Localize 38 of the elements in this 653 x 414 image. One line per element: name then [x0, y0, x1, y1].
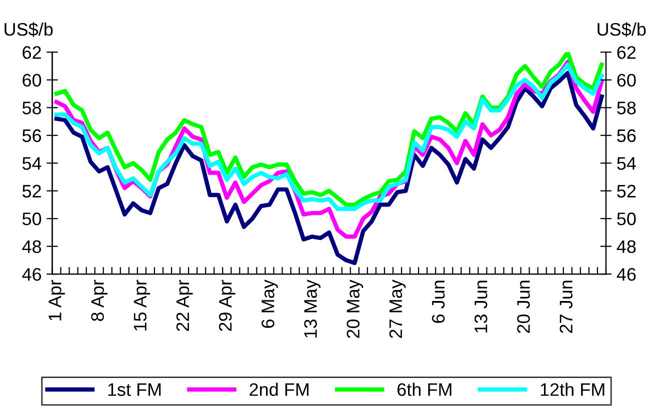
- legend-label: 1st FM: [108, 383, 161, 396]
- y-tick-label: 52: [22, 184, 41, 198]
- x-tick-label: 20 Jun: [517, 280, 530, 333]
- legend-label: 6th FM: [398, 382, 452, 396]
- y2-tick-label: 56: [617, 129, 636, 142]
- legend-label: 12th FM: [540, 382, 604, 396]
- y-tick-label: 62: [22, 46, 41, 59]
- x-tick-label: 22 Apr: [176, 280, 193, 331]
- x-tick-label: 8 Apr: [91, 280, 108, 321]
- y-tick-label: 54: [22, 157, 42, 170]
- y-tick-label: 48: [22, 240, 42, 254]
- y2-tick-label: 48: [616, 240, 636, 254]
- x-tick-label: 13 Jun: [474, 280, 488, 332]
- y-tick-label: 50: [22, 212, 42, 226]
- x-tick-label: 15 Apr: [134, 280, 150, 330]
- y-tick-label: 60: [22, 74, 42, 87]
- x-tick-label: 20 May: [346, 280, 364, 338]
- y-tick-label: 46: [22, 268, 42, 281]
- y-axis-title: US$/b: [4, 22, 53, 37]
- y2-axis-title: US$/b: [598, 22, 646, 37]
- y2-tick-label: 50: [617, 212, 636, 226]
- y2-tick-label: 46: [616, 268, 636, 281]
- line-series: [54, 70, 604, 266]
- x-tick-label: 6 May: [262, 280, 278, 328]
- y2-tick-label: 60: [617, 74, 636, 87]
- y-tick-label: 56: [22, 129, 42, 142]
- x-tick-label: 27 Jun: [560, 280, 572, 333]
- x-tick-label: 1 Apr: [48, 280, 65, 320]
- y2-tick-label: 52: [617, 184, 636, 198]
- x-tick-label: 13 May: [304, 280, 320, 338]
- y2-tick-label: 62: [617, 46, 636, 59]
- x-tick-label: 27 May: [389, 280, 406, 338]
- y2-tick-label: 58: [617, 102, 636, 114]
- x-tick-label: 29 Apr: [218, 280, 236, 331]
- y-tick-label: 58: [22, 102, 42, 114]
- x-tick-label: 6 Jun: [432, 280, 445, 323]
- legend-label: 2nd FM: [250, 382, 308, 396]
- y2-tick-label: 54: [617, 157, 636, 170]
